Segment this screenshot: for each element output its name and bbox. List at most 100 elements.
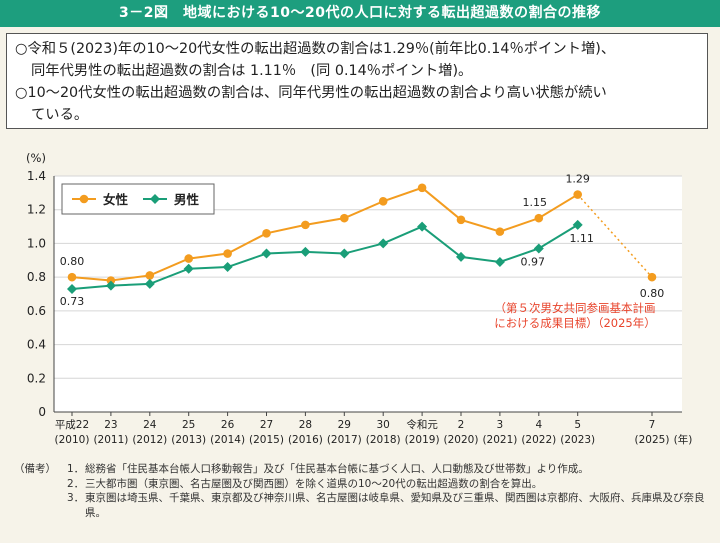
male-point bbox=[300, 246, 311, 257]
female-point bbox=[495, 227, 505, 236]
target-note-1: （第５次男女共同参画基本計画 bbox=[495, 301, 656, 315]
female-data-label: 1.15 bbox=[523, 196, 548, 209]
figure-title: 3－2図 地域における10～20代の人口に対する転出超過数の割合の推移 bbox=[0, 0, 720, 27]
target-note-2: における成果目標）（2025年） bbox=[494, 316, 656, 330]
male-point bbox=[456, 251, 466, 262]
notes: （備考） 1． 総務省「住民基本台帳人口移動報告」及び「住民基本台帳に基づく人口… bbox=[14, 462, 714, 520]
target-value-label: 0.80 bbox=[640, 287, 665, 300]
note-item: （備考） 1． 総務省「住民基本台帳人口移動報告」及び「住民基本台帳に基づく人口… bbox=[14, 462, 714, 477]
x-tick-label: 5 bbox=[574, 419, 581, 431]
male-point bbox=[378, 238, 389, 249]
x-tick-label: 27 bbox=[260, 419, 273, 431]
x-tick-year: (2013) bbox=[171, 434, 206, 446]
male-point bbox=[572, 219, 583, 230]
notes-head: （備考） bbox=[14, 463, 56, 475]
male-data-label: 0.73 bbox=[60, 295, 85, 308]
legend-female-marker bbox=[79, 194, 89, 204]
male-data-label: 1.11 bbox=[569, 232, 594, 245]
y-tick-label: 0.2 bbox=[27, 371, 46, 385]
note-number: 1． bbox=[67, 463, 85, 475]
line-chart: 00.20.40.60.81.01.21.4(%)平成22(2010)23(20… bbox=[26, 151, 693, 446]
female-data-label: 0.80 bbox=[60, 255, 85, 268]
x-tick-label: 平成22 bbox=[55, 419, 89, 431]
x-tick-year: (2015) bbox=[249, 434, 284, 446]
x-tick-label: 4 bbox=[535, 419, 542, 431]
x-tick-year: (2017) bbox=[327, 434, 362, 446]
y-tick-label: 1.0 bbox=[27, 236, 46, 250]
x-tick-year: (2025) bbox=[635, 434, 670, 446]
female-point bbox=[378, 196, 388, 206]
x-tick-label: 29 bbox=[338, 419, 351, 431]
x-tick-label: 26 bbox=[221, 419, 235, 431]
female-point bbox=[184, 254, 193, 263]
x-axis-unit: (年) bbox=[674, 433, 693, 446]
female-point bbox=[145, 271, 155, 280]
male-series-line bbox=[71, 224, 579, 290]
legend-male-label: 男性 bbox=[174, 192, 200, 207]
x-tick-label: 令和元 bbox=[406, 418, 438, 431]
y-tick-label: 0 bbox=[38, 405, 46, 419]
female-data-label: 1.29 bbox=[565, 173, 590, 186]
female-point bbox=[340, 213, 349, 223]
male-point bbox=[261, 248, 272, 259]
y-tick-label: 1.2 bbox=[27, 203, 46, 217]
male-point bbox=[494, 256, 505, 267]
x-tick-label: 2 bbox=[458, 419, 465, 431]
x-tick-year: (2019) bbox=[405, 434, 440, 446]
x-tick-year: (2022) bbox=[521, 434, 556, 446]
x-tick-year: (2023) bbox=[560, 434, 595, 446]
y-tick-label: 0.4 bbox=[27, 338, 46, 352]
male-point bbox=[183, 263, 194, 274]
y-axis-unit: (%) bbox=[26, 151, 46, 165]
x-tick-label: 7 bbox=[649, 419, 656, 431]
summary-box: ○令和５(2023)年の10～20代女性の転出超過数の割合は1.29％(前年比0… bbox=[6, 33, 708, 129]
female-point bbox=[106, 276, 116, 285]
female-series-line bbox=[71, 186, 579, 282]
summary-line-1b: 同年代男性の転出超過数の割合は 1.11％ (同 0.14％ポイント増)。 bbox=[31, 63, 473, 79]
legend-female-label: 女性 bbox=[103, 192, 129, 207]
male-point bbox=[222, 262, 233, 273]
female-point bbox=[456, 215, 466, 225]
note-number: 2． bbox=[67, 477, 85, 490]
summary-line-1: ○令和５(2023)年の10～20代女性の転出超過数の割合は1.29％(前年比0… bbox=[15, 41, 616, 57]
y-tick-label: 1.4 bbox=[27, 169, 46, 183]
x-tick-year: (2018) bbox=[366, 434, 401, 446]
note-number: 3． bbox=[67, 492, 85, 504]
x-tick-year: (2016) bbox=[288, 434, 323, 446]
note-text: 総務省「住民基本台帳人口移動報告」及び「住民基本台帳に基づく人口、人口動態及び世… bbox=[85, 463, 589, 475]
male-point bbox=[339, 248, 350, 259]
x-tick-year: (2020) bbox=[444, 434, 479, 446]
x-tick-year: (2012) bbox=[132, 434, 167, 446]
male-point bbox=[533, 243, 544, 254]
female-point bbox=[534, 213, 544, 223]
x-tick-label: 3 bbox=[497, 419, 504, 431]
female-point bbox=[417, 183, 427, 193]
male-point bbox=[144, 278, 155, 289]
male-point bbox=[417, 221, 428, 232]
male-data-label: 0.97 bbox=[521, 255, 546, 268]
female-point bbox=[67, 272, 77, 282]
note-item: 2． 三大都市圏（東京圏、名古屋圏及び関西圏）を除く道県の10～20代の転出超過… bbox=[14, 477, 714, 492]
x-tick-label: 28 bbox=[299, 419, 312, 431]
plot-area bbox=[54, 176, 682, 412]
x-tick-label: 25 bbox=[182, 419, 195, 431]
female-point bbox=[223, 249, 232, 258]
target-point bbox=[647, 272, 657, 282]
female-point bbox=[262, 229, 271, 238]
summary-line-2: ○10～20代女性の転出超過数の割合は、同年代男性の転出超過数の割合より高い状態… bbox=[15, 85, 607, 101]
legend-male-marker bbox=[150, 194, 160, 204]
note-text: 東京圏は埼玉県、千葉県、東京都及び神奈川県、名古屋圏は岐阜県、愛知県及び三重県、… bbox=[85, 492, 705, 519]
x-tick-label: 23 bbox=[104, 419, 117, 431]
note-text: 三大都市圏（東京圏、名古屋圏及び関西圏）を除く道県の10～20代の転出超過数の割… bbox=[85, 477, 543, 490]
x-tick-label: 24 bbox=[143, 419, 157, 431]
x-tick-year: (2021) bbox=[482, 434, 517, 446]
summary-line-2b: ている。 bbox=[31, 107, 89, 123]
x-tick-label: 30 bbox=[377, 419, 390, 431]
x-tick-year: (2014) bbox=[210, 434, 245, 446]
target-dotted-line bbox=[577, 194, 653, 278]
female-point bbox=[301, 220, 310, 230]
note-item: 3． 東京圏は埼玉県、千葉県、東京都及び神奈川県、名古屋圏は岐阜県、愛知県及び三… bbox=[14, 491, 714, 520]
x-tick-year: (2011) bbox=[93, 434, 128, 446]
x-tick-year: (2010) bbox=[55, 434, 90, 446]
male-point bbox=[105, 280, 116, 291]
